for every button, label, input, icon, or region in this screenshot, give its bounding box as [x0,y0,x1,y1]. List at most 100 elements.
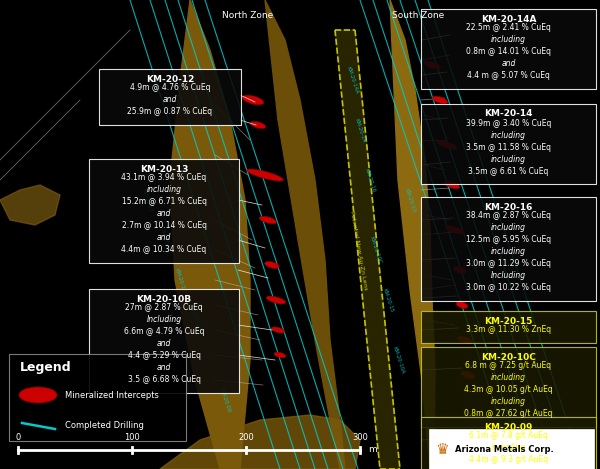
Ellipse shape [424,61,440,69]
FancyBboxPatch shape [9,354,186,441]
Text: KM-20-14: KM-20-14 [354,117,366,143]
Text: KM-20-13: KM-20-13 [140,165,188,174]
Text: North Zone: North Zone [223,12,274,21]
Text: Mineralized Intercepts: Mineralized Intercepts [65,391,159,400]
FancyBboxPatch shape [421,9,596,89]
Text: 200: 200 [238,433,254,442]
FancyBboxPatch shape [421,417,596,469]
FancyBboxPatch shape [429,429,594,469]
Ellipse shape [247,169,283,181]
FancyBboxPatch shape [421,104,596,184]
Text: 300: 300 [352,433,368,442]
FancyBboxPatch shape [421,197,596,301]
Text: 4.4 @ 5.29 % CuEq: 4.4 @ 5.29 % CuEq [128,351,200,361]
FancyBboxPatch shape [421,347,596,427]
Ellipse shape [457,336,473,344]
Text: 4.4 m @ 5.07 % CuEq: 4.4 m @ 5.07 % CuEq [467,71,550,81]
Text: and: and [157,363,171,372]
Text: 15.2m @ 6.71 % CuEq: 15.2m @ 6.71 % CuEq [121,197,206,206]
Polygon shape [390,0,435,469]
Ellipse shape [265,262,279,268]
Text: including: including [491,398,526,407]
Text: KM-20-09: KM-20-09 [219,387,231,413]
Text: KM-20-12: KM-20-12 [146,75,194,83]
Ellipse shape [456,302,468,309]
Text: KM-20-16: KM-20-16 [484,203,533,212]
Ellipse shape [266,296,286,304]
Text: ♛: ♛ [435,441,449,456]
Text: including: including [491,154,526,164]
Text: KM-20-14A: KM-20-14A [345,66,359,94]
Text: and: and [157,210,171,219]
Ellipse shape [259,216,277,224]
Text: KM-20-10A: KM-20-10A [391,346,405,374]
Text: Potential New Au-Zn Lens: Potential New Au-Zn Lens [349,210,367,290]
Text: 6.1m @ 7.8 g/t AuEq: 6.1m @ 7.8 g/t AuEq [469,431,548,440]
Ellipse shape [19,387,57,403]
Text: 3.0m @ 10.22 % CuEq: 3.0m @ 10.22 % CuEq [466,283,551,293]
Ellipse shape [461,371,475,378]
Text: 27m @ 2.87 % CuEq: 27m @ 2.87 % CuEq [125,303,203,312]
Text: KM-20-14: KM-20-14 [484,109,533,119]
Text: 4.4m @ 9.3 g/t AuEq: 4.4m @ 9.3 g/t AuEq [469,455,548,464]
Text: 6.8 m @ 7.25 g/t AuEq: 6.8 m @ 7.25 g/t AuEq [466,362,551,371]
Text: KM-20-09: KM-20-09 [484,423,533,431]
Text: KM-20-15: KM-20-15 [382,287,394,313]
Ellipse shape [250,121,266,129]
Text: Including: Including [491,272,526,280]
Text: 12.5m @ 5.95 % CuEq: 12.5m @ 5.95 % CuEq [466,235,551,244]
FancyBboxPatch shape [421,311,596,343]
Text: 3.5m @ 11.58 % CuEq: 3.5m @ 11.58 % CuEq [466,143,551,151]
Polygon shape [160,415,360,469]
Text: 0.8m @ 14.01 % CuEq: 0.8m @ 14.01 % CuEq [466,47,551,56]
Text: including: including [491,224,526,233]
Text: 39.9m @ 3.40 % CuEq: 39.9m @ 3.40 % CuEq [466,119,551,128]
Text: KM-20-11: KM-20-11 [141,187,153,213]
Text: including: including [491,36,526,45]
Ellipse shape [453,266,467,273]
Text: 4.9m @ 4.76 % CuEq: 4.9m @ 4.76 % CuEq [130,83,210,92]
Ellipse shape [274,352,286,358]
Text: Including: Including [146,316,182,325]
Text: 2.7m @ 10.14 % CuEq: 2.7m @ 10.14 % CuEq [121,221,206,230]
Text: Legend: Legend [20,361,71,373]
Text: including: including [491,130,526,139]
Text: including: including [491,373,526,383]
Ellipse shape [271,327,285,333]
Text: KM-20-10B: KM-20-10B [188,306,202,334]
Ellipse shape [436,141,458,150]
Polygon shape [170,0,250,469]
Text: KM-20-13: KM-20-13 [404,187,416,212]
Text: 6.6m @ 4.79 % CuEq: 6.6m @ 4.79 % CuEq [124,327,204,336]
Text: including: including [491,248,526,257]
Text: 0.8m @ 27.62 g/t AuEq: 0.8m @ 27.62 g/t AuEq [464,409,553,418]
Text: Completed Drilling: Completed Drilling [65,422,144,431]
Text: KM-20-12: KM-20-12 [159,227,171,253]
Text: KM-20-13: KM-20-13 [174,267,186,293]
Polygon shape [0,185,60,225]
Text: KM-20-10C: KM-20-10C [481,353,536,362]
Text: 4.4m @ 10.34 % CuEq: 4.4m @ 10.34 % CuEq [121,245,206,255]
Text: 0: 0 [16,433,20,442]
Text: 3.5m @ 6.61 % CuEq: 3.5m @ 6.61 % CuEq [469,166,548,175]
Text: KM-20-16: KM-20-16 [364,167,376,193]
Text: m: m [368,446,377,454]
Text: and: and [163,96,177,105]
FancyBboxPatch shape [89,289,239,393]
Text: and: and [157,340,171,348]
Text: KM-20-14A: KM-20-14A [481,15,536,23]
Polygon shape [335,30,400,469]
FancyBboxPatch shape [99,69,241,125]
Text: 22.5m @ 2.41 % CuEq: 22.5m @ 2.41 % CuEq [466,23,551,32]
Text: 3.3m @ 11.30 % ZnEq: 3.3m @ 11.30 % ZnEq [466,325,551,334]
Text: KM-20-10B: KM-20-10B [136,295,191,303]
Ellipse shape [242,95,263,105]
Text: and: and [502,60,515,68]
Text: 4.3m @ 10.05 g/t AuEq: 4.3m @ 10.05 g/t AuEq [464,386,553,394]
Text: KM-20-15: KM-20-15 [484,317,533,325]
Text: 38.4m @ 2.87 % CuEq: 38.4m @ 2.87 % CuEq [466,212,551,220]
Polygon shape [265,0,345,469]
Text: and: and [157,234,171,242]
Text: South Zone: South Zone [392,12,444,21]
Text: 25.9m @ 0.87 % CuEq: 25.9m @ 0.87 % CuEq [127,107,212,116]
